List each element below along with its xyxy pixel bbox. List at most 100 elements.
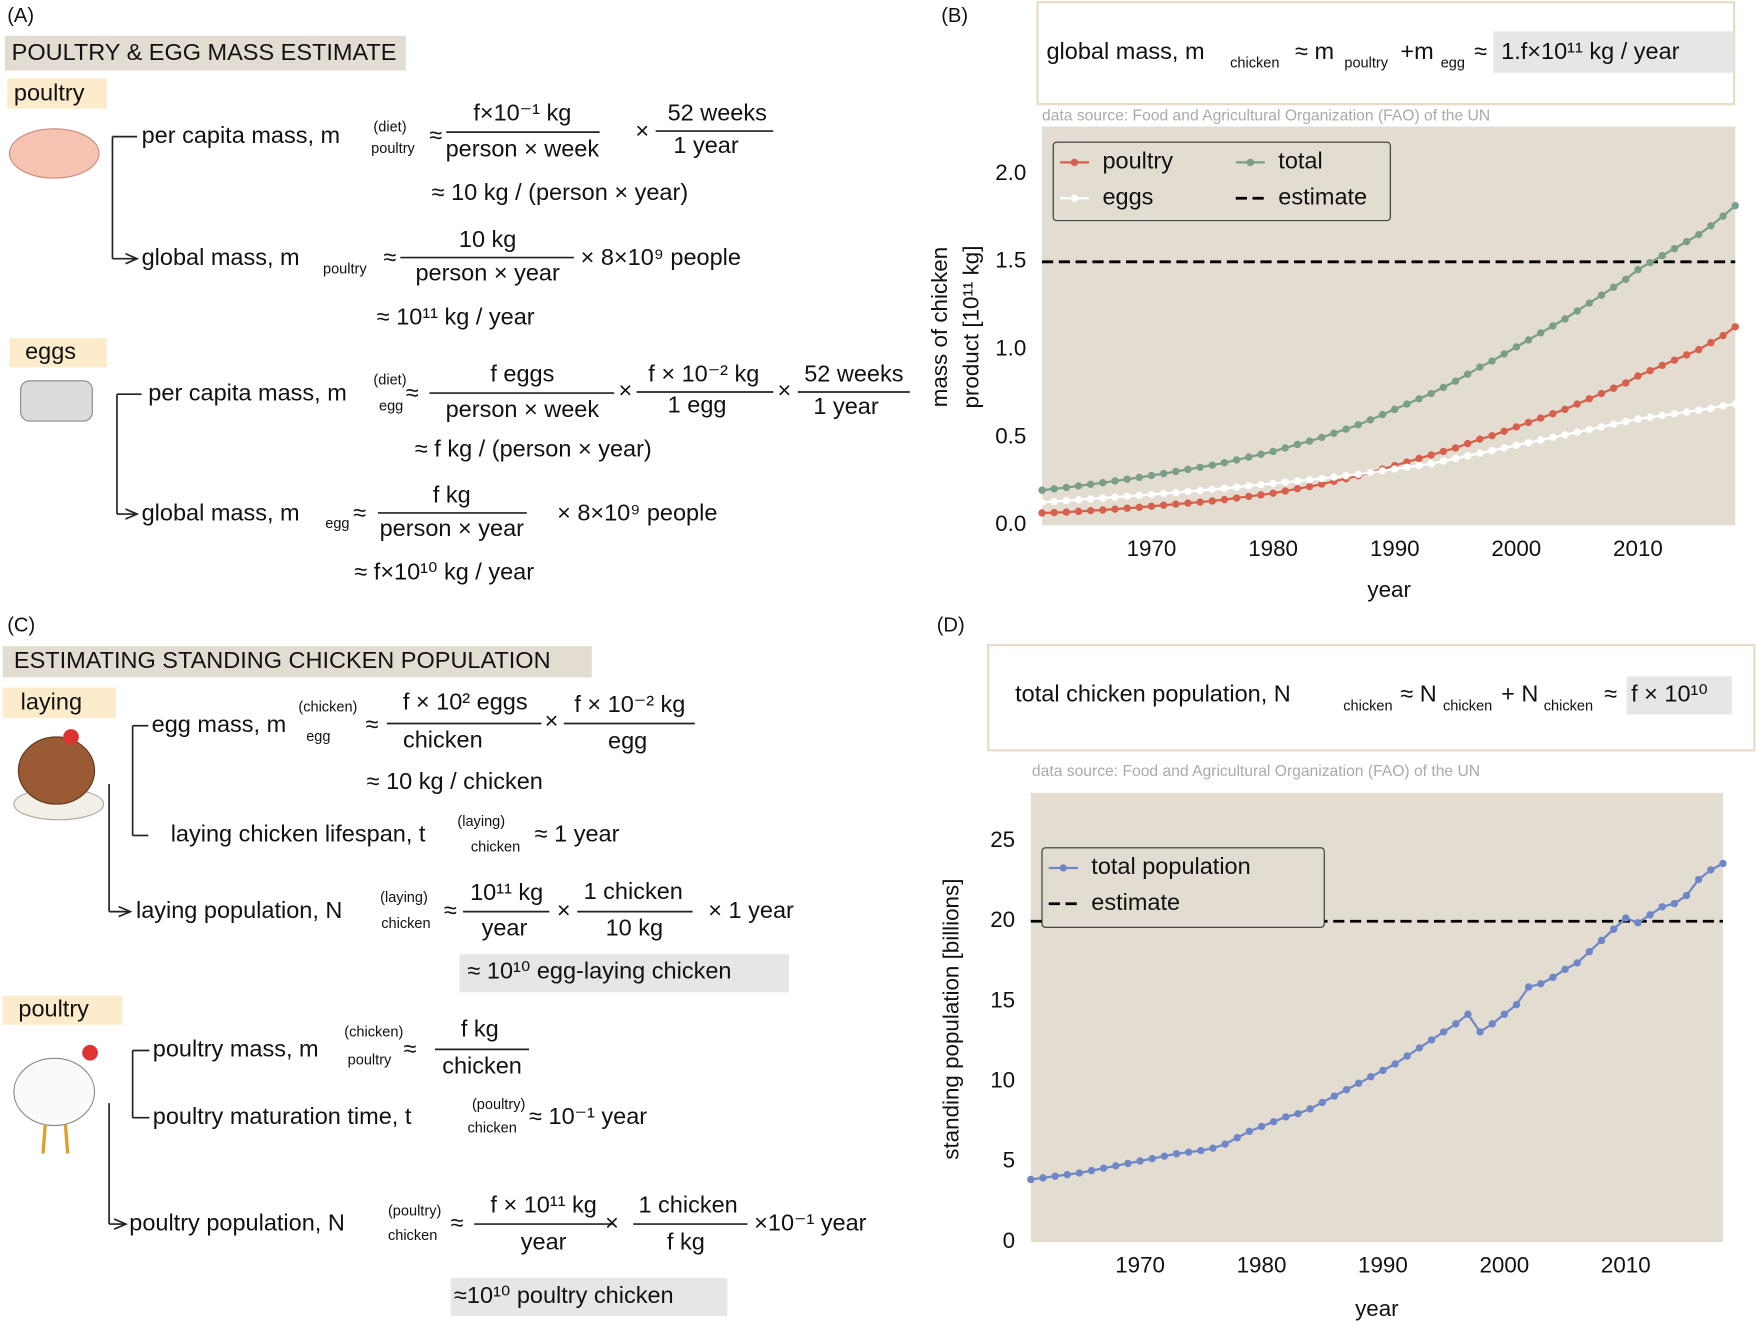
data-point (1135, 491, 1144, 500)
equation-text: chicken (403, 727, 483, 753)
data-point (1524, 336, 1533, 344)
equation-text: (laying) (380, 890, 428, 906)
comb-icon (63, 729, 79, 745)
equation-text: f kg (667, 1228, 705, 1254)
y-tick-label: 1.5 (995, 248, 1026, 273)
formula-text: chicken (1343, 699, 1392, 715)
equation-text: poultry (14, 79, 85, 105)
data-point (1391, 1060, 1399, 1068)
formula-text: ≈ N (1400, 681, 1436, 707)
equation-text: f × 10⁻² kg (574, 691, 685, 717)
equation-text: (diet) (373, 120, 406, 136)
data-point (1269, 447, 1277, 456)
data-point (1670, 244, 1679, 253)
data-point (1147, 471, 1156, 480)
data-point (1427, 1036, 1436, 1044)
data-point (1707, 866, 1715, 874)
x-tick-label: 1970 (1127, 536, 1177, 561)
equation-text: × 8×10⁹ people (581, 244, 741, 270)
data-point (1062, 483, 1071, 492)
chicken-icon (13, 1057, 96, 1127)
equation-text: × (619, 377, 633, 403)
data-point (1245, 1127, 1254, 1136)
heading-box (4, 35, 406, 71)
data-point (1536, 329, 1545, 337)
formula-text: chicken (1544, 699, 1593, 715)
data-point (1074, 507, 1083, 516)
data-point (1172, 488, 1180, 497)
data-point (1196, 498, 1204, 506)
formula-text: +m (1400, 38, 1433, 64)
fraction-lines (377, 130, 910, 1225)
legend-label: poultry (1102, 148, 1173, 174)
data-point (1658, 903, 1666, 911)
data-point (1622, 417, 1630, 426)
equation-text: eggs (25, 338, 76, 364)
equation-text: ≈ (383, 244, 396, 270)
x-tick-label: 2010 (1601, 1253, 1651, 1278)
legend-label: estimate (1278, 183, 1367, 209)
data-point (1561, 315, 1569, 323)
series-line (1041, 325, 1736, 515)
x-tick-label: 2010 (1613, 536, 1663, 561)
equation-text: egg (325, 516, 349, 532)
data-point (1695, 345, 1703, 354)
data-point (1330, 429, 1338, 437)
y-axis-label: standing population [billions] (938, 879, 963, 1160)
equation-text: ≈ (353, 499, 366, 525)
data-point (1439, 1028, 1448, 1036)
data-point (1269, 479, 1277, 488)
data-point (1512, 1000, 1521, 1009)
data-point (1123, 492, 1131, 500)
equation-text: person × week (446, 135, 600, 161)
data-point (1694, 875, 1703, 884)
data-point (1099, 506, 1107, 514)
data-point (1147, 502, 1156, 510)
data-point (1658, 361, 1666, 370)
data-point (1646, 413, 1654, 421)
chart-frames (987, 1, 1756, 752)
equation-text: × (605, 1209, 619, 1235)
data-point (1622, 379, 1630, 387)
formula-text: global mass, m (1046, 38, 1204, 64)
equation-text: 10¹¹ kg (470, 879, 543, 905)
data-point (1719, 212, 1727, 220)
data-point (1536, 436, 1545, 444)
data-point (1731, 400, 1739, 408)
x-axis-label: year (1367, 577, 1411, 602)
data-point (1403, 458, 1411, 466)
data-point (1670, 410, 1679, 418)
equation-text: global mass, m (142, 499, 300, 525)
data-point (1293, 485, 1302, 493)
data-point (1670, 899, 1679, 908)
data-point (1245, 482, 1253, 490)
data-point (1634, 919, 1642, 927)
leg-icon (63, 1124, 70, 1154)
data-point (1318, 433, 1326, 442)
x-tick-label: 2000 (1491, 536, 1541, 561)
equation-text: 1 chicken (638, 1191, 737, 1217)
data-point (1086, 506, 1095, 515)
data-point (1707, 222, 1715, 230)
data-point (1524, 418, 1533, 427)
data-point (1233, 1134, 1241, 1142)
data-point (1232, 483, 1241, 491)
data-point (1500, 1010, 1509, 1018)
data-point (1488, 357, 1496, 365)
data-point (1305, 437, 1314, 445)
data-point (1367, 1073, 1375, 1081)
equation-text: 1 year (673, 132, 738, 158)
equation-text: laying (21, 689, 82, 715)
data-point (1524, 983, 1533, 991)
data-point (1099, 1164, 1108, 1172)
data-point (1500, 350, 1508, 358)
series-line (1041, 402, 1736, 504)
data-point (1112, 1162, 1120, 1170)
sublabel-box (9, 338, 107, 368)
data-point (1597, 936, 1606, 945)
sublabel-box (2, 995, 123, 1025)
data-point (1293, 477, 1302, 485)
data-point (1232, 456, 1241, 464)
x-tick-label: 1990 (1370, 536, 1420, 561)
x-tick-label: 2000 (1479, 1253, 1529, 1278)
